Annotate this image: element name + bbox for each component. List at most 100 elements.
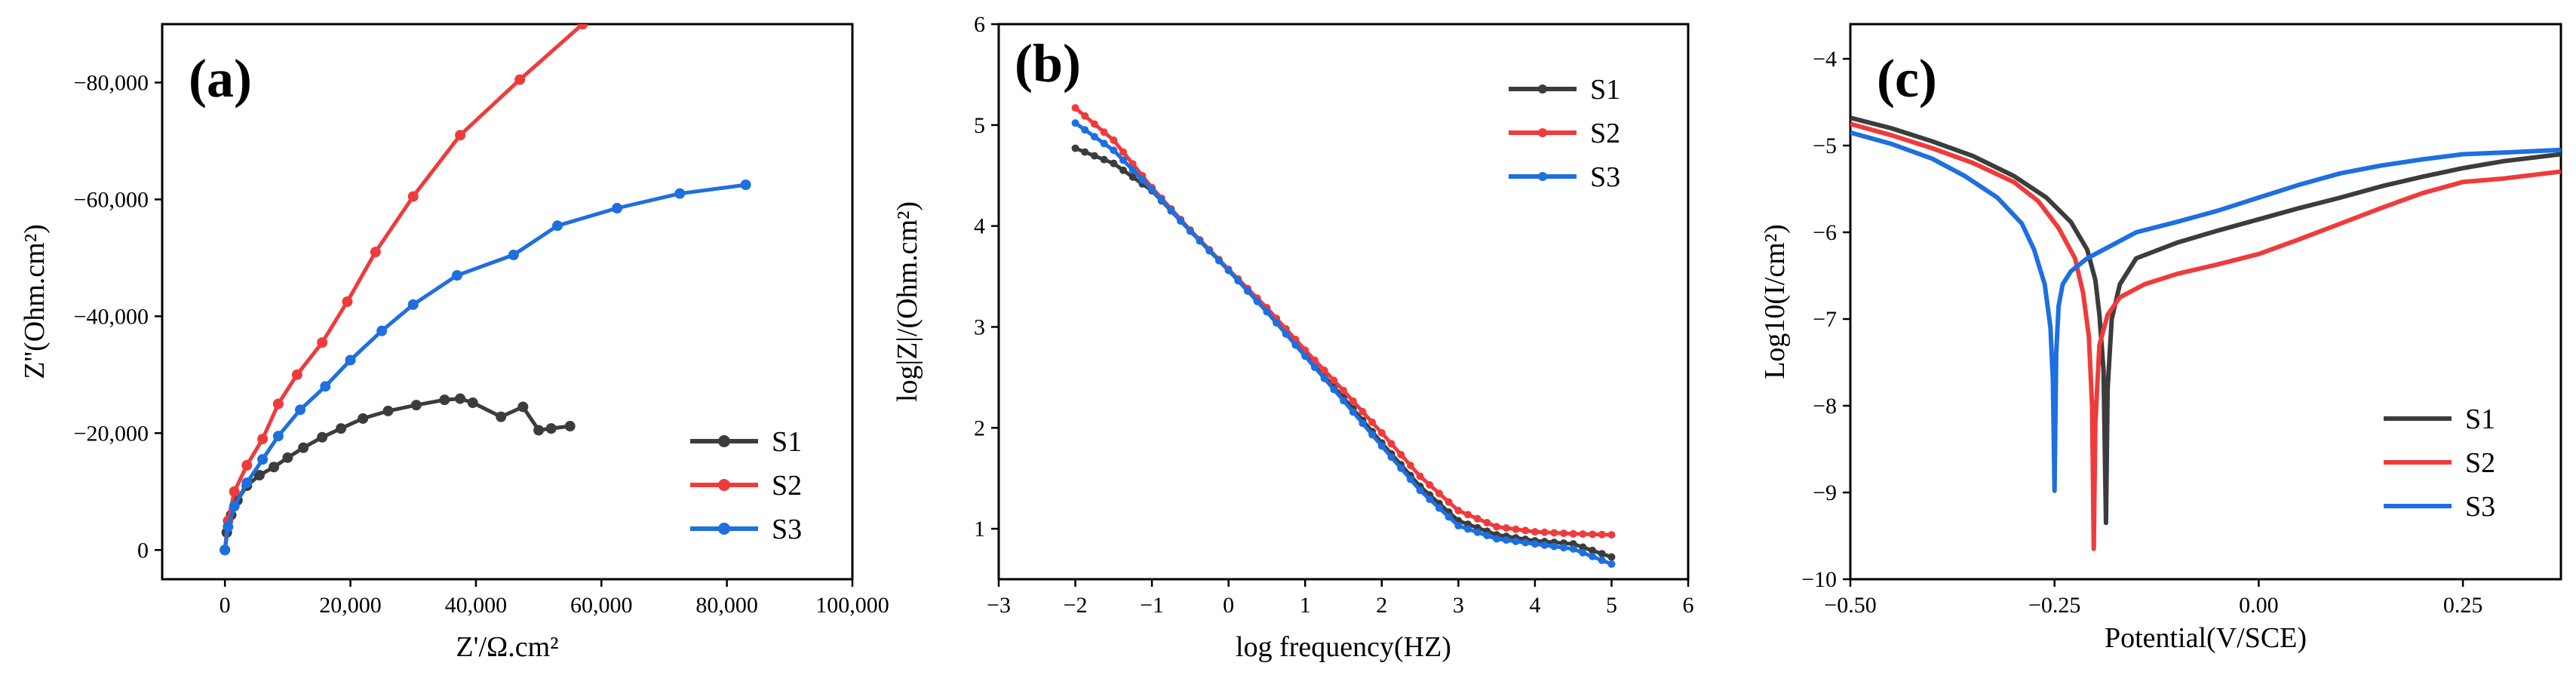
- data-point-S1: [455, 393, 466, 404]
- y-tick-label: −10: [1801, 567, 1837, 592]
- data-point-S1: [533, 425, 545, 436]
- y-tick-label: 1: [974, 517, 985, 542]
- series-line-S3: [1850, 130, 2561, 493]
- data-point-S2: [370, 247, 381, 258]
- x-tick-label: 2: [1376, 593, 1387, 618]
- panel-label: (a): [189, 48, 252, 109]
- data-point-S3: [1454, 522, 1463, 530]
- data-point-S2: [1377, 428, 1386, 437]
- data-point-S3: [1205, 247, 1214, 255]
- data-point-S1: [410, 400, 422, 411]
- data-point-S1: [317, 431, 328, 443]
- y-tick-label: −80,000: [74, 70, 149, 95]
- data-point-S3: [257, 454, 269, 465]
- data-point-S3: [1445, 513, 1453, 521]
- data-point-S1: [1100, 155, 1108, 164]
- data-point-S3: [1263, 308, 1271, 316]
- data-point-S2: [1397, 450, 1405, 459]
- data-point-S2: [1569, 529, 1577, 538]
- data-point-S3: [1071, 119, 1079, 127]
- series-line-S1: [1850, 115, 2561, 526]
- data-point-S3: [345, 354, 356, 366]
- data-point-S3: [674, 188, 686, 199]
- data-point-S3: [1301, 352, 1309, 361]
- x-tick-label: 4: [1529, 593, 1540, 618]
- data-point-S3: [1186, 227, 1194, 235]
- data-point-S3: [1387, 453, 1395, 462]
- y-tick-label: −20,000: [74, 421, 149, 446]
- x-tick-label: 1: [1300, 593, 1311, 618]
- data-point-S2: [1349, 397, 1357, 405]
- legend-a: S1 S2 S3: [690, 426, 802, 545]
- data-point-S3: [295, 404, 305, 416]
- data-point-S2: [1483, 519, 1491, 527]
- legend-label-S1: S1: [772, 426, 802, 458]
- data-point-S3: [1607, 560, 1616, 568]
- plot-frame-b: [997, 23, 1690, 581]
- data-point-S2: [1540, 528, 1549, 536]
- panel-label: (b): [1015, 33, 1081, 94]
- data-point-S2: [1589, 530, 1597, 538]
- data-point-S1: [1081, 148, 1089, 156]
- data-point-S3: [1598, 556, 1606, 564]
- data-point-S3: [1340, 397, 1347, 405]
- data-point-S3: [1579, 548, 1587, 557]
- y-axis-label: Log10(I/cm²): [1759, 224, 1791, 379]
- y-tick-label: 2: [974, 416, 985, 440]
- y-axis-label: log|Z|/(Ohm.cm²): [892, 201, 923, 402]
- x-tick-label: 3: [1453, 593, 1464, 618]
- data-point-S2: [1550, 529, 1558, 537]
- data-point-S3: [1512, 537, 1520, 545]
- data-point-S2: [455, 130, 466, 141]
- data-point-S1: [298, 442, 309, 453]
- legend-marker-S1: [718, 435, 730, 447]
- data-point-S3: [241, 477, 253, 489]
- data-point-S3: [272, 431, 284, 442]
- legend-label-S2: S2: [2465, 447, 2495, 479]
- data-point-S2: [1110, 136, 1118, 144]
- data-point-S3: [1349, 408, 1357, 416]
- data-point-S2: [577, 24, 588, 29]
- data-point-S2: [1310, 356, 1319, 364]
- y-tick-label: −9: [1813, 480, 1837, 505]
- x-tick-label: −0.50: [1824, 593, 1876, 618]
- legend-label-S3: S3: [772, 514, 802, 545]
- panel-label: (c): [1877, 48, 1937, 109]
- data-point-S3: [223, 521, 234, 532]
- data-point-S3: [1273, 319, 1281, 327]
- series-line-S1: [223, 397, 571, 551]
- y-tick-label: 4: [974, 214, 985, 239]
- data-point-S2: [1320, 366, 1328, 374]
- x-tick-label: 0.25: [2443, 593, 2483, 618]
- x-tick-label: 100,000: [815, 593, 889, 618]
- data-point-S1: [253, 470, 265, 481]
- data-point-S3: [1397, 464, 1405, 472]
- legend-marker-S2: [1538, 128, 1547, 137]
- data-point-S2: [1531, 528, 1539, 536]
- data-point-S2: [1081, 112, 1089, 120]
- data-point-S1: [358, 413, 369, 424]
- x-tick-label: −2: [1064, 593, 1088, 618]
- data-point-S3: [320, 381, 331, 392]
- data-point-S3: [1110, 146, 1118, 155]
- panel-a: 0 20,000 40,000 60,000 80,000 100,000 0 −20,000…: [19, 23, 889, 663]
- data-point-S1: [336, 423, 347, 434]
- data-point-S3: [1291, 341, 1300, 349]
- data-point-S3: [1100, 140, 1108, 148]
- data-point-S1: [467, 397, 478, 409]
- data-point-S1: [1090, 152, 1098, 160]
- data-point-S3: [1426, 495, 1434, 503]
- data-point-S3: [1473, 528, 1481, 536]
- data-point-S2: [1521, 526, 1530, 535]
- data-point-S2: [1502, 524, 1510, 532]
- data-point-S1: [382, 405, 394, 416]
- data-point-S1: [282, 452, 293, 463]
- legend-label-S2: S2: [772, 470, 802, 502]
- y-tick-label: 0: [137, 538, 149, 563]
- y-tick-label: −6: [1813, 220, 1837, 245]
- data-point-S3: [1282, 330, 1290, 338]
- data-point-S3: [1377, 442, 1386, 450]
- data-point-S2: [229, 486, 240, 497]
- y-axis-label: Z''(Ohm.cm²): [19, 224, 51, 379]
- data-point-S3: [1167, 206, 1175, 214]
